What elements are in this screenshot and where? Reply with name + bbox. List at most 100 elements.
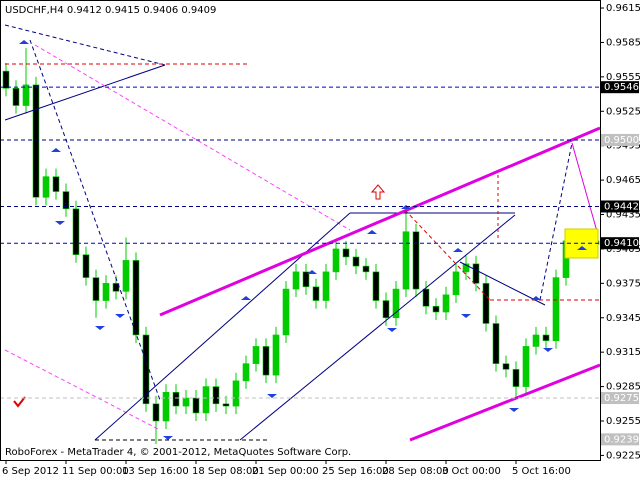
candle-body [22, 84, 30, 106]
trend-line [4, 64, 166, 121]
candle-body [102, 283, 110, 301]
candle-body [252, 346, 260, 364]
y-tick-label: 0.9555 [606, 72, 640, 83]
candle-body [302, 271, 310, 288]
candle-body [352, 256, 360, 267]
level-label: 0.9275 [604, 393, 639, 404]
candle-body [242, 363, 250, 382]
level-label: 0.9239 [604, 434, 639, 445]
y-tick-label: 0.9375 [606, 278, 640, 289]
x-tick-label: 6 Sep 2012 [2, 466, 59, 477]
level-label-box [601, 81, 639, 94]
y-tick-label: 0.9285 [606, 382, 640, 393]
candle-body [522, 346, 530, 387]
level-label-box [601, 133, 639, 146]
candle-body [122, 260, 130, 292]
plot-frame [0, 0, 601, 461]
candle-body [422, 288, 430, 307]
candle-body [392, 288, 400, 319]
candle-body [282, 288, 290, 336]
y-tick-label: 0.9225 [606, 450, 640, 461]
candle-body [412, 231, 420, 290]
trend-line [34, 44, 351, 231]
trend-line [539, 142, 573, 301]
candle-body [162, 392, 170, 422]
y-tick-label: 0.9255 [606, 416, 640, 427]
level-label-box [601, 237, 639, 250]
y-tick-label: 0.9525 [606, 106, 640, 117]
y-tick-label: 0.9315 [606, 347, 640, 358]
candle-body [292, 271, 300, 290]
trend-line [4, 349, 161, 431]
candle-body [482, 283, 490, 324]
candle-body [492, 323, 500, 364]
candle-body [322, 271, 330, 301]
candle-body [472, 263, 480, 284]
candle-body [452, 271, 460, 296]
projection-line [571, 142, 599, 236]
candle-body [152, 403, 160, 422]
y-tick-label: 0.9345 [606, 313, 640, 324]
candle-body [222, 403, 230, 407]
y-tick-label: 0.9405 [606, 244, 640, 255]
level-label-box [601, 433, 639, 446]
candle-body [532, 334, 540, 347]
x-tick-label: 5 Oct 16:00 [512, 466, 571, 477]
candle-body [192, 397, 200, 414]
candle-body [382, 300, 390, 319]
y-tick-label: 0.9435 [606, 210, 640, 221]
candle-body [182, 397, 190, 407]
candle-body [342, 248, 350, 258]
x-tick-label: 13 Sep 16:00 [122, 466, 189, 477]
candle-body [172, 392, 180, 407]
candle-body [442, 294, 450, 313]
candle-body [202, 386, 210, 414]
x-tick-label: 3 Oct 00:00 [442, 466, 501, 477]
x-tick-label: 21 Sep 00:00 [252, 466, 319, 477]
resistance-line [159, 126, 601, 317]
level-label-box [601, 392, 639, 405]
candle-body [72, 208, 80, 255]
candle-body [42, 176, 50, 198]
candle-body [542, 334, 550, 341]
check-mark [13, 396, 26, 408]
candle-body [552, 277, 560, 341]
y-tick-label: 0.9585 [606, 37, 640, 48]
annotations [4, 24, 601, 442]
candle-body [232, 380, 240, 407]
candle-body [362, 265, 370, 273]
candle-body [372, 271, 380, 301]
trend-line [459, 261, 546, 306]
candle-body [262, 346, 270, 376]
candle-body [82, 254, 90, 278]
candle-body [402, 231, 410, 290]
candle-body [2, 70, 10, 89]
candle-body [52, 176, 60, 192]
y-tick-label: 0.9465 [606, 175, 640, 186]
x-tick-label: 25 Sep 16:00 [322, 466, 389, 477]
level-label-box [601, 200, 639, 213]
chart-title: USDCHF,H4 0.9412 0.9415 0.9406 0.9409 [5, 5, 216, 16]
candle-body [462, 263, 470, 273]
candle-body [502, 363, 510, 370]
level-label: 0.9500 [604, 135, 639, 146]
trend-line [29, 39, 161, 401]
candle-body [92, 277, 100, 301]
x-tick-label: 18 Sep 08:00 [192, 466, 259, 477]
channel-line [239, 214, 516, 441]
fractal-arrows [19, 40, 587, 440]
candle-body [62, 191, 70, 210]
candle-body [142, 334, 150, 405]
candle-body [32, 84, 40, 198]
candle-body [512, 369, 520, 387]
candle-body [312, 286, 320, 301]
x-tick-label: 28 Sep 08:00 [382, 466, 449, 477]
level-label: 0.9442 [604, 201, 639, 212]
x-tick-label: 11 Sep 00:00 [62, 466, 129, 477]
candle-body [132, 260, 140, 336]
support-line [409, 363, 601, 442]
level-label: 0.9546 [604, 82, 639, 93]
candle-body [12, 88, 20, 106]
up-arrow [370, 184, 386, 200]
candle-body [332, 248, 340, 273]
